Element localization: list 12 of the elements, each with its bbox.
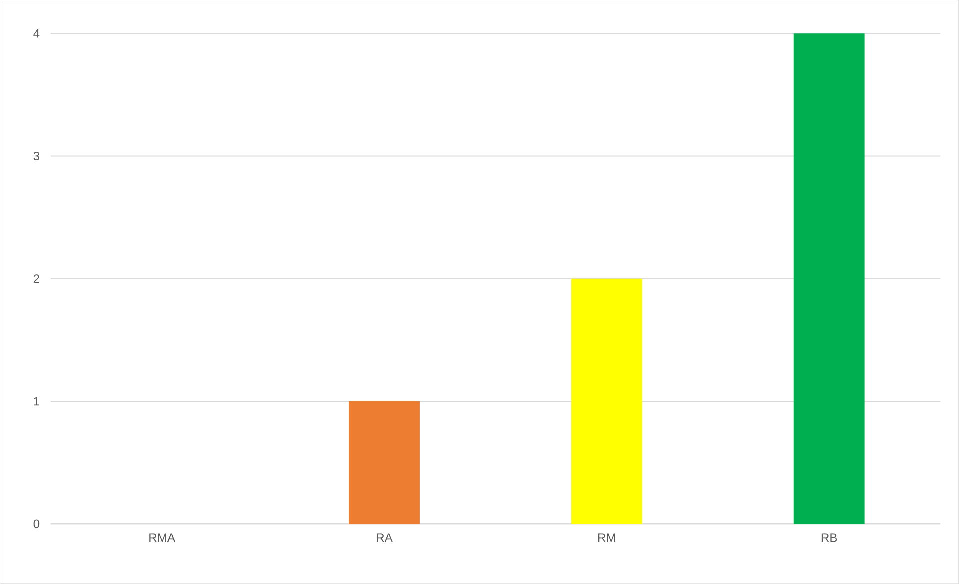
y-tick-label: 1 <box>34 397 40 406</box>
y-tick-label: 0 <box>34 520 40 528</box>
bar <box>571 278 642 524</box>
y-tick-label: 3 <box>34 152 40 160</box>
y-tick-label: 4 <box>34 29 40 38</box>
y-tick-label: 2 <box>34 274 40 284</box>
x-tick-label: RMA <box>150 534 176 542</box>
x-tick-label: RB <box>822 534 838 542</box>
x-tick-label: RA <box>377 534 393 542</box>
bar <box>349 401 420 524</box>
bar <box>794 34 865 524</box>
x-tick-label: RM <box>598 534 616 542</box>
